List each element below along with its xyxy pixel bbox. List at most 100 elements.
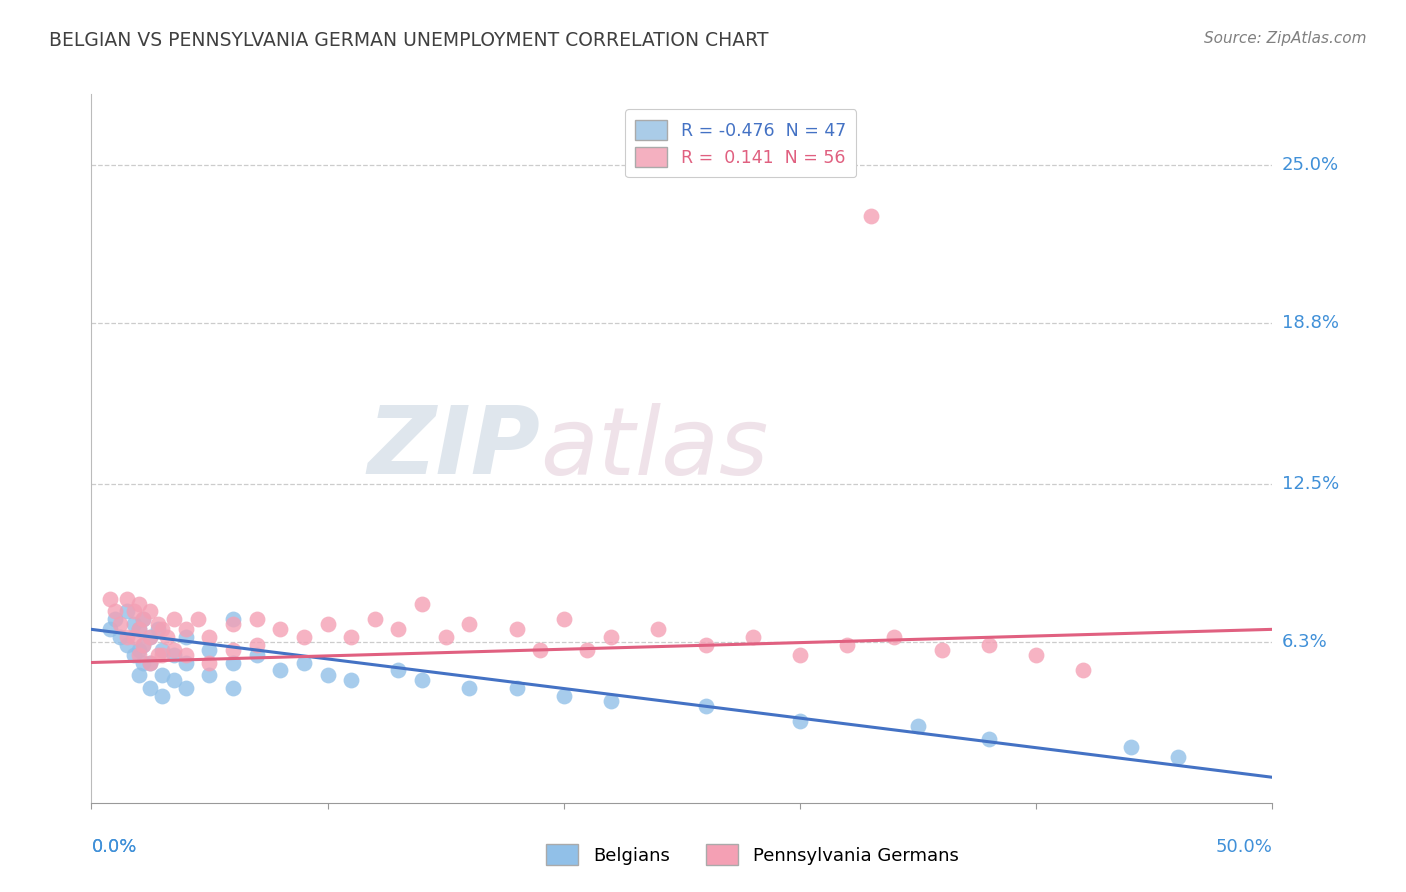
Point — [139, 605, 162, 619]
Point — [859, 209, 882, 223]
Point — [222, 617, 245, 632]
Point — [977, 732, 1000, 747]
Point — [647, 623, 669, 637]
Point — [269, 623, 291, 637]
Point — [246, 638, 269, 652]
Point — [174, 656, 197, 670]
Point — [122, 630, 145, 644]
Point — [553, 612, 575, 626]
Point — [883, 630, 905, 644]
Text: 50.0%: 50.0% — [1216, 838, 1272, 856]
Text: atlas: atlas — [540, 402, 769, 494]
Point — [139, 630, 162, 644]
Point — [150, 648, 173, 662]
Point — [174, 648, 197, 662]
Point — [128, 648, 150, 662]
Point — [340, 673, 363, 688]
Point — [98, 623, 121, 637]
Point — [222, 612, 245, 626]
Point — [146, 623, 169, 637]
Point — [174, 681, 197, 695]
Point — [163, 642, 186, 657]
Point — [316, 617, 339, 632]
Point — [364, 612, 387, 626]
Point — [529, 642, 551, 657]
Point — [1119, 739, 1142, 754]
Point — [198, 668, 221, 682]
Point — [1167, 750, 1189, 764]
Point — [150, 623, 173, 637]
Point — [108, 617, 131, 632]
Point — [98, 591, 121, 606]
Point — [198, 642, 221, 657]
Point — [132, 656, 155, 670]
Point — [163, 612, 186, 626]
Point — [115, 591, 138, 606]
Point — [222, 681, 245, 695]
Point — [132, 638, 155, 652]
Point — [977, 638, 1000, 652]
Text: 12.5%: 12.5% — [1282, 475, 1339, 493]
Point — [128, 623, 150, 637]
Point — [387, 623, 409, 637]
Point — [150, 642, 173, 657]
Point — [108, 630, 131, 644]
Point — [316, 668, 339, 682]
Point — [132, 612, 155, 626]
Point — [139, 656, 162, 670]
Point — [174, 630, 197, 644]
Point — [128, 642, 150, 657]
Point — [931, 642, 953, 657]
Point — [246, 612, 269, 626]
Point — [198, 656, 221, 670]
Point — [122, 617, 145, 632]
Point — [150, 689, 173, 703]
Point — [115, 605, 138, 619]
Point — [695, 638, 717, 652]
Point — [269, 663, 291, 677]
Point — [411, 673, 433, 688]
Point — [292, 630, 315, 644]
Point — [132, 612, 155, 626]
Point — [122, 605, 145, 619]
Point — [695, 698, 717, 713]
Point — [222, 656, 245, 670]
Point — [789, 714, 811, 728]
Point — [198, 630, 221, 644]
Point — [115, 630, 138, 644]
Point — [789, 648, 811, 662]
Text: Source: ZipAtlas.com: Source: ZipAtlas.com — [1204, 31, 1367, 46]
Point — [163, 673, 186, 688]
Point — [139, 656, 162, 670]
Point — [434, 630, 457, 644]
Point — [128, 623, 150, 637]
Text: 25.0%: 25.0% — [1282, 156, 1339, 174]
Point — [122, 648, 145, 662]
Point — [907, 719, 929, 733]
Point — [104, 605, 127, 619]
Point — [505, 623, 527, 637]
Point — [187, 612, 209, 626]
Point — [458, 681, 481, 695]
Legend: Belgians, Pennsylvania Germans: Belgians, Pennsylvania Germans — [538, 837, 966, 872]
Point — [150, 668, 173, 682]
Point — [1025, 648, 1047, 662]
Point — [128, 597, 150, 611]
Point — [174, 623, 197, 637]
Point — [1073, 663, 1095, 677]
Point — [340, 630, 363, 644]
Point — [458, 617, 481, 632]
Text: 18.8%: 18.8% — [1282, 314, 1339, 332]
Point — [139, 681, 162, 695]
Point — [411, 597, 433, 611]
Point — [837, 638, 859, 652]
Point — [741, 630, 763, 644]
Point — [292, 656, 315, 670]
Point — [387, 663, 409, 677]
Text: ZIP: ZIP — [367, 402, 540, 494]
Point — [222, 642, 245, 657]
Point — [576, 642, 599, 657]
Legend: R = -0.476  N = 47, R =  0.141  N = 56: R = -0.476 N = 47, R = 0.141 N = 56 — [626, 110, 856, 178]
Text: 6.3%: 6.3% — [1282, 633, 1327, 651]
Text: BELGIAN VS PENNSYLVANIA GERMAN UNEMPLOYMENT CORRELATION CHART: BELGIAN VS PENNSYLVANIA GERMAN UNEMPLOYM… — [49, 31, 769, 50]
